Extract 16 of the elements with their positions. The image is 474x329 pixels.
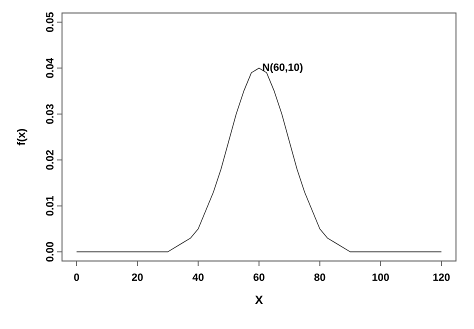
annotation: N(60,10) — [262, 63, 303, 73]
y-tick-label: 0.05 — [46, 12, 54, 32]
x-tick-label: 60 — [254, 274, 264, 281]
y-tick-label: 0.00 — [46, 242, 54, 262]
x-tick-label: 120 — [433, 274, 450, 281]
x-axis-title: X — [255, 296, 263, 304]
x-tick-label: 80 — [314, 274, 326, 281]
x-tick-label: 40 — [192, 274, 204, 281]
x-tick-label: 20 — [132, 274, 143, 281]
y-tick-label: 0.02 — [46, 150, 54, 170]
y-tick-label: 0.04 — [46, 58, 54, 78]
y-axis-title: f(x) — [16, 129, 28, 146]
y-tick-label: 0.01 — [46, 196, 54, 216]
x-tick-label: 0 — [74, 274, 80, 281]
x-tick-label: 100 — [372, 274, 389, 281]
y-tick-label: 0.03 — [46, 104, 54, 124]
